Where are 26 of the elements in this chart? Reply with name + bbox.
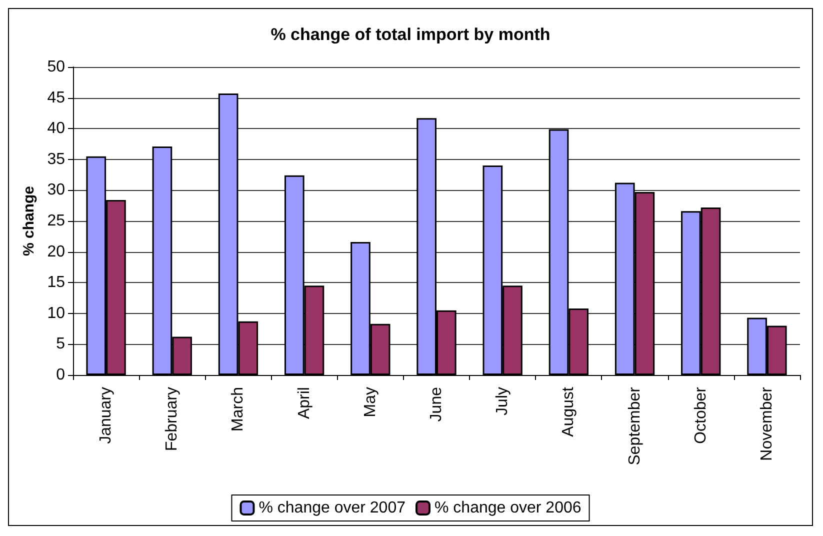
y-tick-label: 10 (47, 304, 66, 322)
y-tick-label: 0 (56, 366, 66, 384)
y-tick-label: 45 (47, 89, 66, 106)
x-tick-label: May (362, 387, 379, 418)
y-tick-label: 50 (47, 58, 66, 76)
x-tick-label: September (626, 386, 644, 466)
y-axis-title: % change (20, 186, 38, 256)
y-tick-label: 40 (47, 120, 66, 138)
x-tick-label: March (230, 387, 247, 432)
x-tick-label: April (296, 387, 313, 420)
y-tick-label: 25 (47, 212, 66, 230)
x-tick-label: October (692, 386, 710, 444)
x-tick-label: July (494, 387, 512, 416)
y-tick-label: 5 (56, 336, 66, 353)
legend-label: % change over 2007 (258, 500, 406, 516)
x-tick-label: February (164, 387, 181, 452)
y-tick-label: 15 (47, 274, 66, 292)
x-tick-label: January (98, 387, 115, 444)
chart-title: % change of total import by month (270, 25, 550, 44)
legend-label: % change over 2006 (434, 500, 582, 516)
y-tick-label: 20 (47, 243, 66, 260)
y-tick-label: 30 (47, 182, 66, 199)
x-tick-label: August (560, 386, 578, 437)
x-tick-label: June (428, 386, 445, 422)
x-tick-label: November (758, 386, 776, 461)
y-tick-label: 35 (47, 150, 66, 168)
